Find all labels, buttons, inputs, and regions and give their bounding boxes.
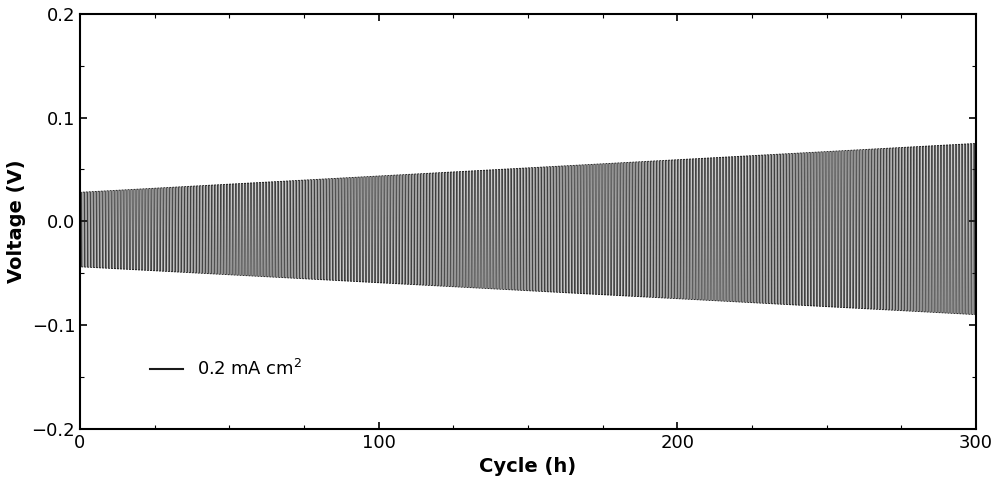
X-axis label: Cycle (h): Cycle (h): [479, 457, 577, 476]
Legend: 0.2 mA cm$^{2}$: 0.2 mA cm$^{2}$: [143, 352, 309, 386]
Y-axis label: Voltage (V): Voltage (V): [7, 159, 26, 283]
